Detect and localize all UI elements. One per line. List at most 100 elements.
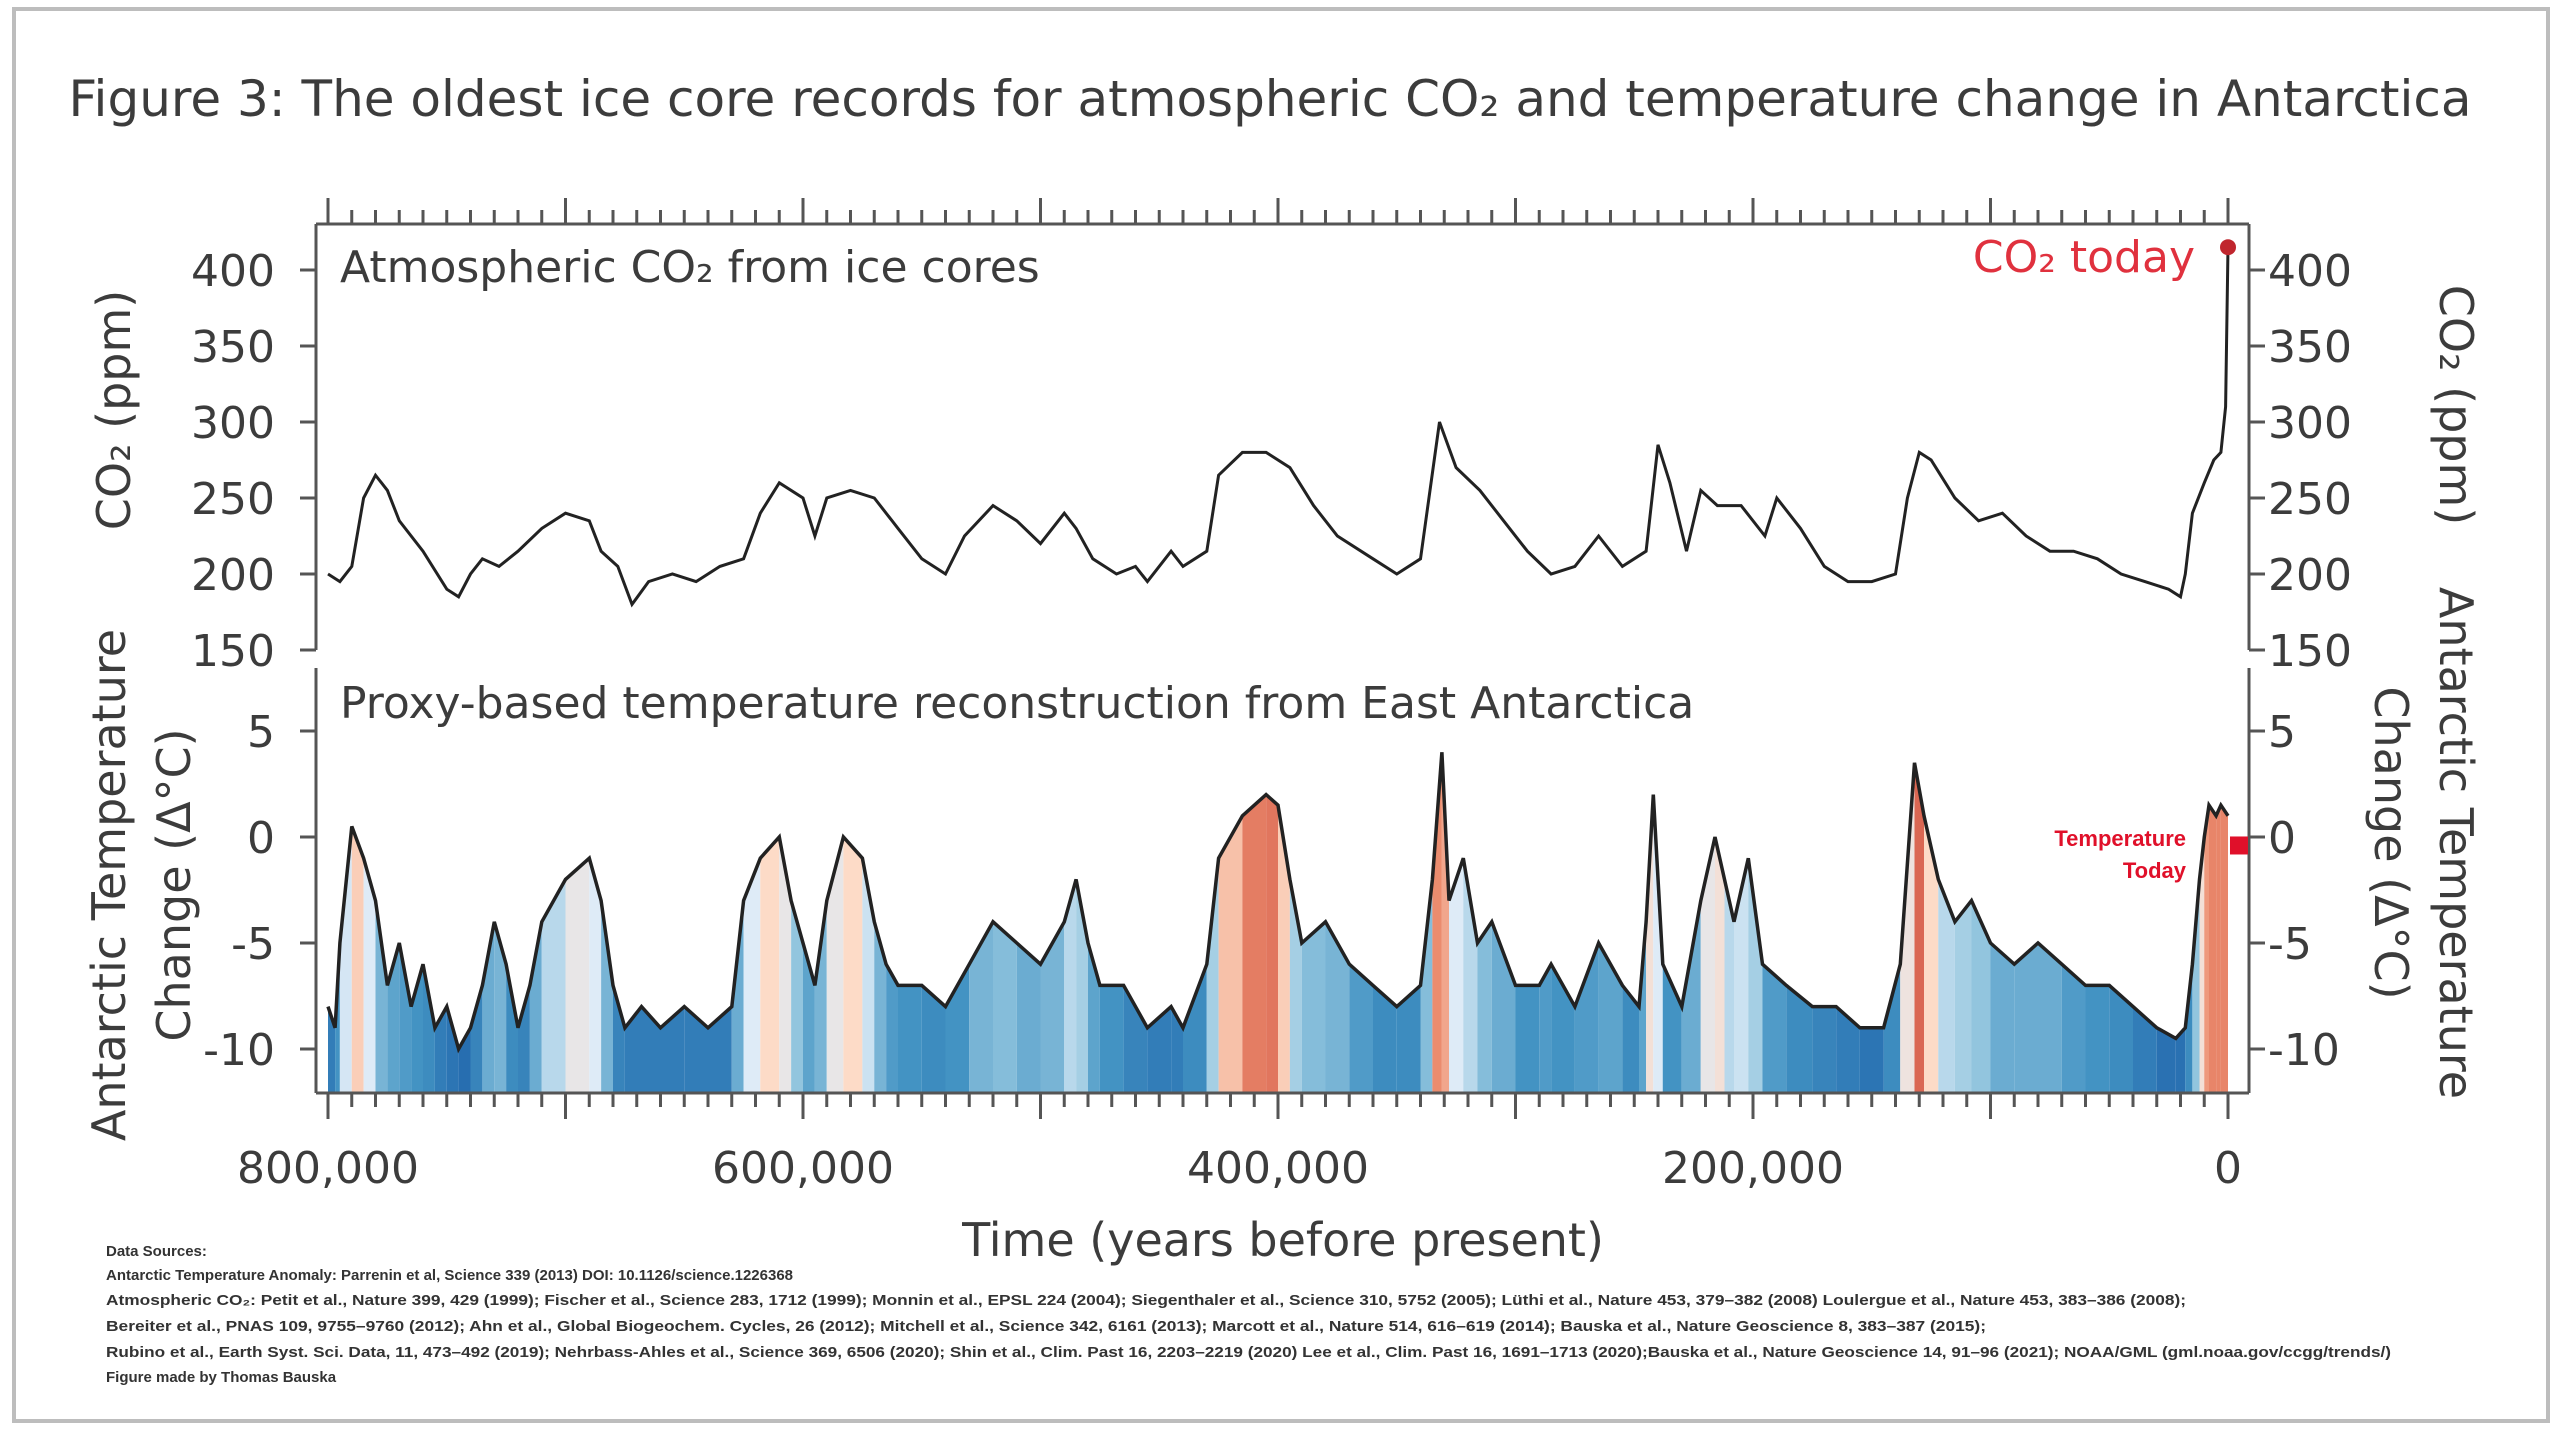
temperature-fill-strip [1539,964,1552,1093]
temperature-fill-strip [1147,1006,1172,1093]
temperature-fill-strip [2175,1027,2186,1093]
temperature-fill-strip [1900,762,1915,1093]
temperature-fill-strip [1734,858,1749,1093]
temperature-fill-strip [1171,1006,1183,1093]
temperature-fill-strip [791,900,803,1093]
temperature-fill-strip [601,900,613,1093]
temperature-fill-strip [1206,858,1219,1093]
temperature-fill-strip [482,921,495,1093]
temperature-fill-strip [814,900,827,1093]
temperature-fill-strip [1301,921,1326,1093]
co2-series-line [327,247,2230,608]
temperature-fill-strip [874,921,887,1093]
temperature-fill-strip [660,1006,685,1093]
temperature-fill-strip [1449,858,1464,1093]
temperature-fill-strip [1349,964,1373,1093]
temperature-fill-strip [1183,964,1207,1093]
temperature-fill-strip [826,837,844,1093]
temperature-fill-strip [1441,752,1449,1093]
co2-left-tick-label: 300 [191,398,275,449]
co2-right-tick-label: 200 [2268,550,2352,601]
temperature-fill-strip [339,826,352,1093]
co2-left-axis-title: CO₂ (ppm) [87,290,141,531]
x-tick-label: 400,000 [1187,1143,1369,1194]
temperature-fill-strip [1396,985,1421,1093]
temperature-fill-strip [1883,964,1901,1093]
temperature-today-marker [2230,836,2248,855]
temperature-fill-strip [760,837,780,1093]
temperature-fill-strip [446,1006,459,1093]
temperature-fill-strip [1432,752,1442,1093]
temperature-fill-strip [613,985,625,1093]
source-line: Atmospheric CO₂: Petit et al., Nature 39… [106,1292,2186,1309]
co2-today-annotation: CO₂ today [1973,232,2195,283]
x-tick-label: 0 [2214,1143,2242,1194]
temp-right-tick-label: 5 [2268,707,2296,758]
temperature-fill-strip [743,858,761,1093]
temp-left-axis-title-line2: Change (Δ°C) [147,728,201,1041]
temperature-fill-strip [541,879,566,1093]
temperature-fill-strip [1990,943,2015,1093]
temp-right-axis-title-line2: Change (Δ°C) [2364,686,2418,999]
temperature-fill-strip [1278,805,1290,1093]
temperature-fill-strip [518,985,530,1093]
temperature-fill-strip [886,964,898,1093]
co2-right-tick-label: 350 [2268,322,2352,373]
temperature-today-label-line2: Today [2123,858,2187,883]
chart-title: Figure 3: The oldest ice core records fo… [68,70,2471,128]
co2-right-tick-label: 400 [2268,246,2352,297]
temperature-fill-strip [2209,805,2217,1093]
co2-left-tick-label: 400 [191,246,275,297]
temp-left-tick-label: 5 [247,707,275,758]
temperature-fill-strip [565,858,590,1093]
temperature-fill-strip [1242,794,1267,1093]
temperature-fill-strip [1812,1006,1837,1093]
source-line: Antarctic Temperature Anomaly: Parrenin … [106,1267,793,1284]
temperature-fill-strip [434,1006,447,1093]
co2-left-tick-label: 250 [191,474,275,525]
temperature-fill-strip [1420,879,1433,1093]
temp-left-axis-title-line1: Antarctic Temperature [82,629,136,1141]
temperature-fill-strip [363,858,376,1093]
temperature-fill-strip [862,858,875,1093]
temperature-fill-strip [1914,762,1924,1093]
temperature-fill-strip [1266,794,1278,1093]
temperature-fill-strip [423,964,435,1093]
temperature-fill-strip [2185,964,2193,1093]
co2-today-marker [2220,239,2236,256]
temperature-fill-strip [1924,815,1939,1093]
temperature-fill-strip [731,900,744,1093]
tick-labels: 800,000 600,000 400,000 200,000 0 150 150 200 20… [191,246,2352,1194]
temperature-fill-strip [470,985,483,1093]
co2-right-axis-title: CO₂ (ppm) [2429,285,2483,526]
temp-right-tick-label: -10 [2268,1025,2340,1076]
temperature-fill-strip [1954,900,1972,1093]
temperature-fill-strip [1016,943,1041,1093]
temperature-fill-strip [1463,858,1478,1093]
temperature-fill-strip [2061,964,2086,1093]
temperature-fill-strip [1515,985,1540,1093]
temperature-fill-strip [2204,805,2209,1093]
temperature-fill-strip [375,900,388,1093]
temperature-fill-strip [1971,900,1991,1093]
temp-left-tick-label: -5 [231,919,275,970]
temperature-panel-label: Proxy-based temperature reconstruction f… [340,678,1694,729]
temp-right-tick-label: 0 [2268,813,2296,864]
temperature-fill-strip [506,964,518,1093]
source-line: Rubino et al., Earth Syst. Sci. Data, 11… [106,1344,2391,1361]
temperature-fill-strip [1859,1027,1884,1093]
temperature-fill-strip [2038,943,2062,1093]
temperature-fill-strip [1574,943,1599,1093]
co2-right-tick-label: 150 [2268,626,2352,677]
co2-right-tick-label: 250 [2268,474,2352,525]
x-tick-label: 200,000 [1662,1143,1844,1194]
x-tick-label: 800,000 [237,1143,419,1194]
temperature-fill-strip [1938,879,1955,1093]
co2-left-tick-label: 200 [191,550,275,601]
source-line: Bereiter et al., PNAS 109, 9755–9760 (20… [106,1318,1986,1335]
data-sources: Data Sources: Antarctic Temperature Anom… [106,1243,2391,1386]
temperature-fill-strip [1040,921,1065,1093]
temp-right-tick-label: -5 [2268,919,2312,970]
temperature-fill-strip [1715,837,1725,1093]
